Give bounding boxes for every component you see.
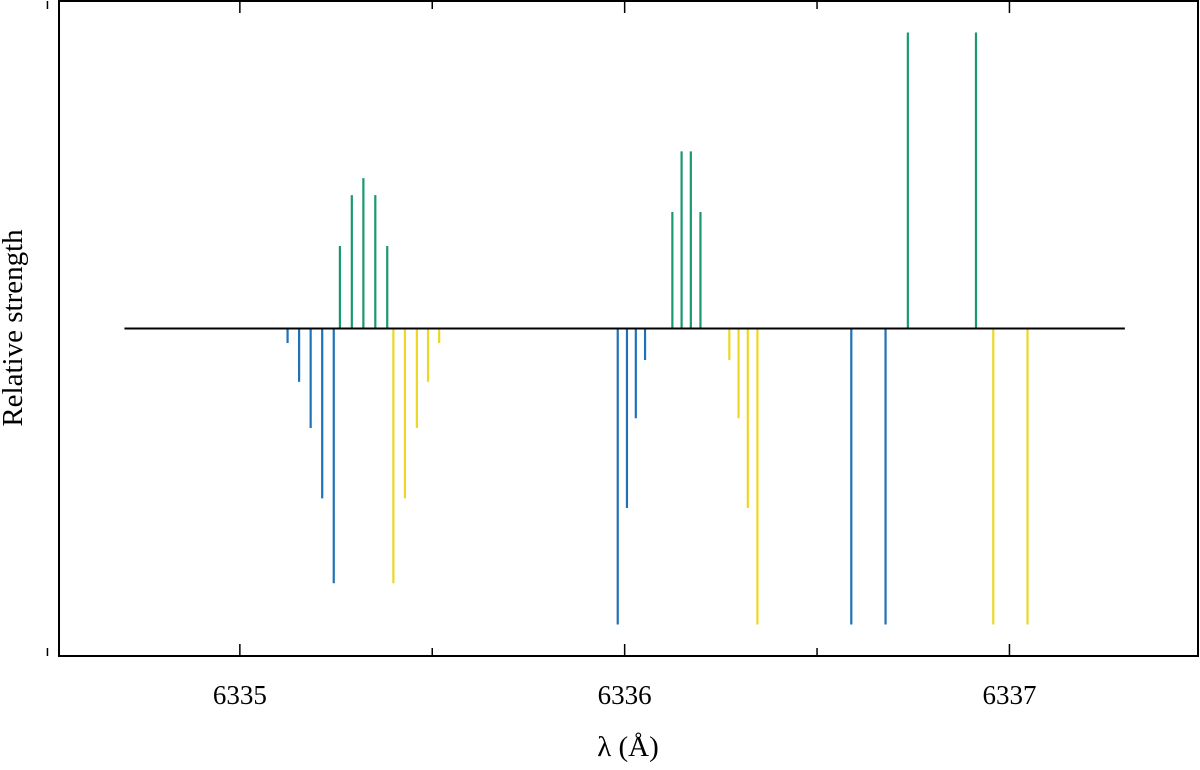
plot-frame — [58, 0, 1199, 657]
y-axis-label: Relative strength — [0, 229, 29, 427]
x-axis-label: λ (Å) — [597, 731, 659, 763]
x-tick-label: 6337 — [982, 680, 1036, 710]
x-tick-labels: 6335 6336 6337 — [213, 680, 1037, 710]
x-major-ticks — [239, 1, 1011, 656]
x-tick-label: 6335 — [213, 680, 267, 710]
x-tick-label: 6336 — [598, 680, 652, 710]
spectral-lines — [286, 32, 1029, 625]
x-minor-ticks — [46, 1, 818, 656]
